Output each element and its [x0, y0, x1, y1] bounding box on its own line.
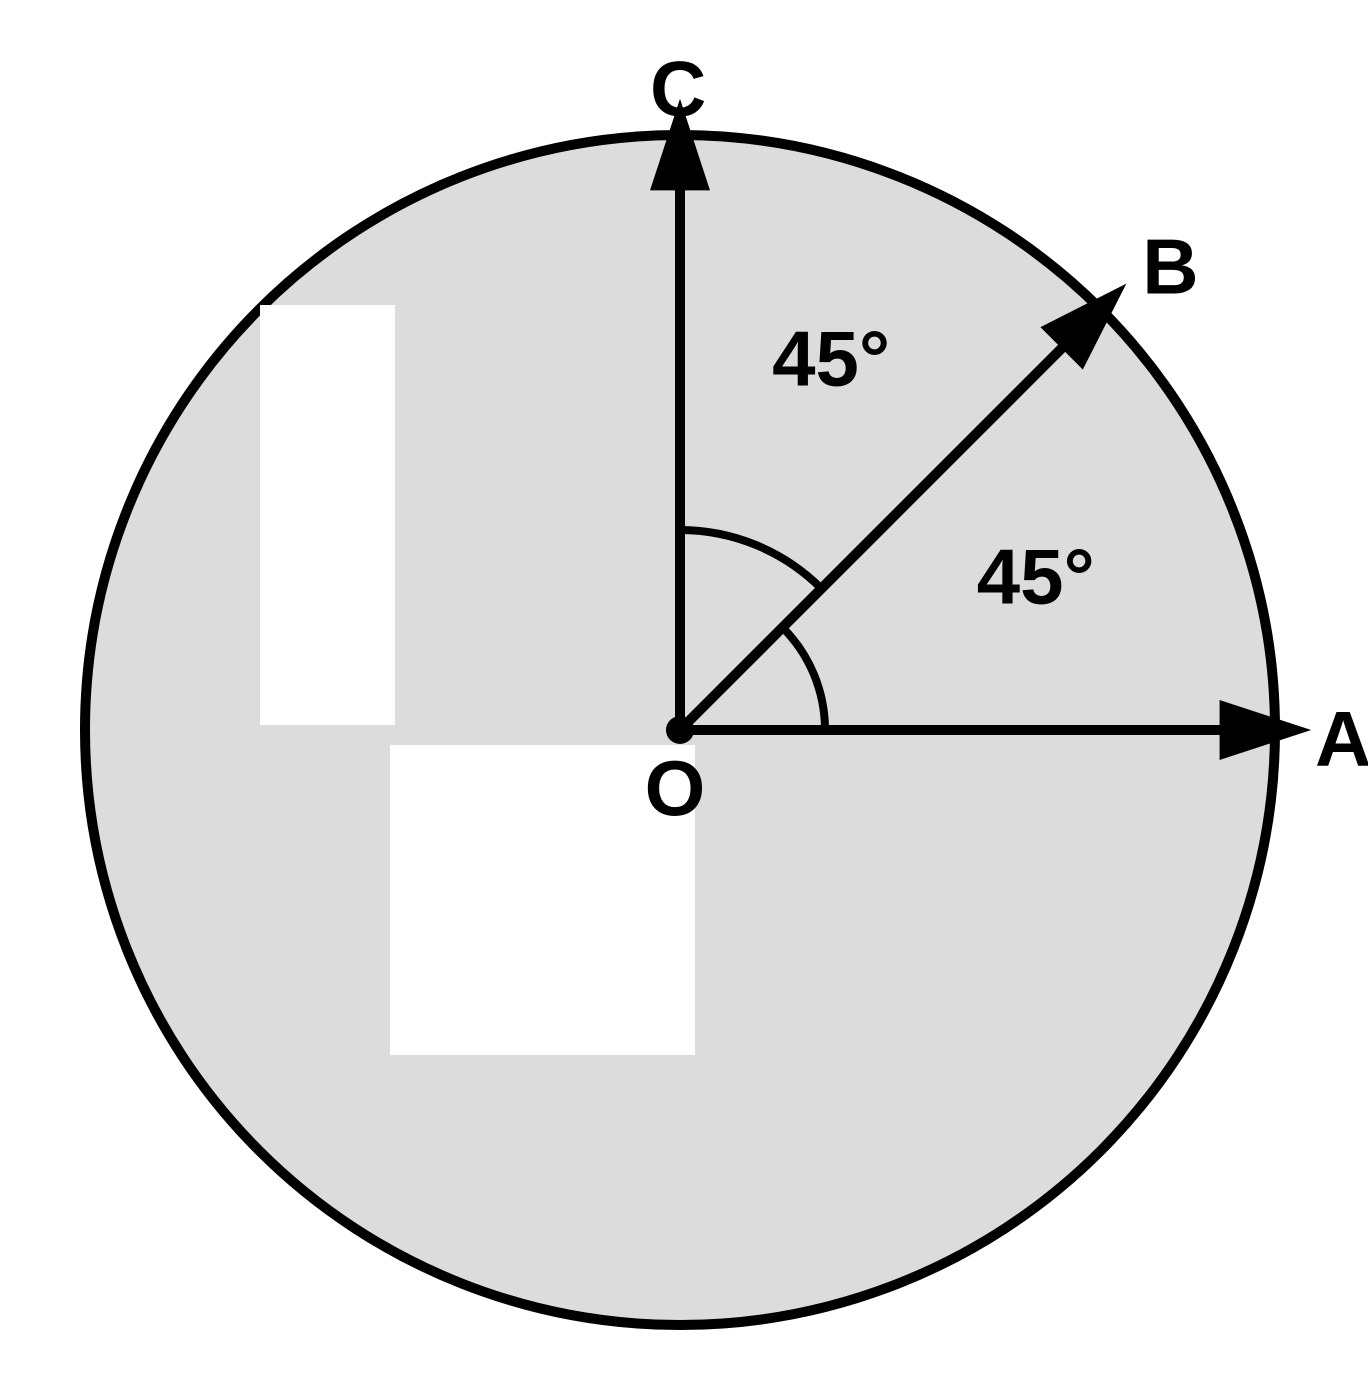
diagram-svg: 45° 45° A B C O — [0, 0, 1368, 1387]
geometry-diagram: 45° 45° A B C O — [0, 0, 1368, 1387]
center-point — [666, 716, 694, 744]
point-label-B: B — [1142, 222, 1198, 310]
center-label: O — [645, 744, 706, 832]
white-patch-0 — [260, 305, 395, 725]
angle-label-angle_BOC: 45° — [772, 315, 890, 403]
point-label-C: C — [650, 45, 706, 133]
angle-label-angle_AOB: 45° — [977, 532, 1095, 620]
point-label-A: A — [1315, 695, 1368, 783]
